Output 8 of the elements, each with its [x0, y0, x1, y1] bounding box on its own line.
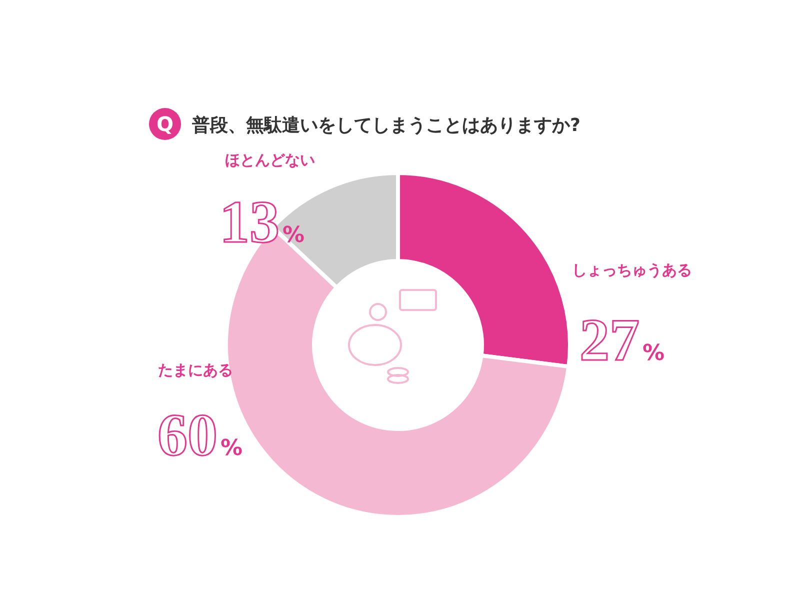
data-label: 13% [219, 189, 305, 255]
slice-label: しょっちゅうある [572, 261, 692, 279]
data-label: 27% [579, 307, 665, 373]
chart-title: 普段、無駄遣いをしてしまうことはありますか? [191, 115, 580, 136]
slice-label: たまにある [158, 361, 233, 379]
data-label: 60% [157, 402, 243, 468]
slice-label: ほとんどない [225, 151, 315, 169]
annotation: Q [149, 108, 181, 140]
